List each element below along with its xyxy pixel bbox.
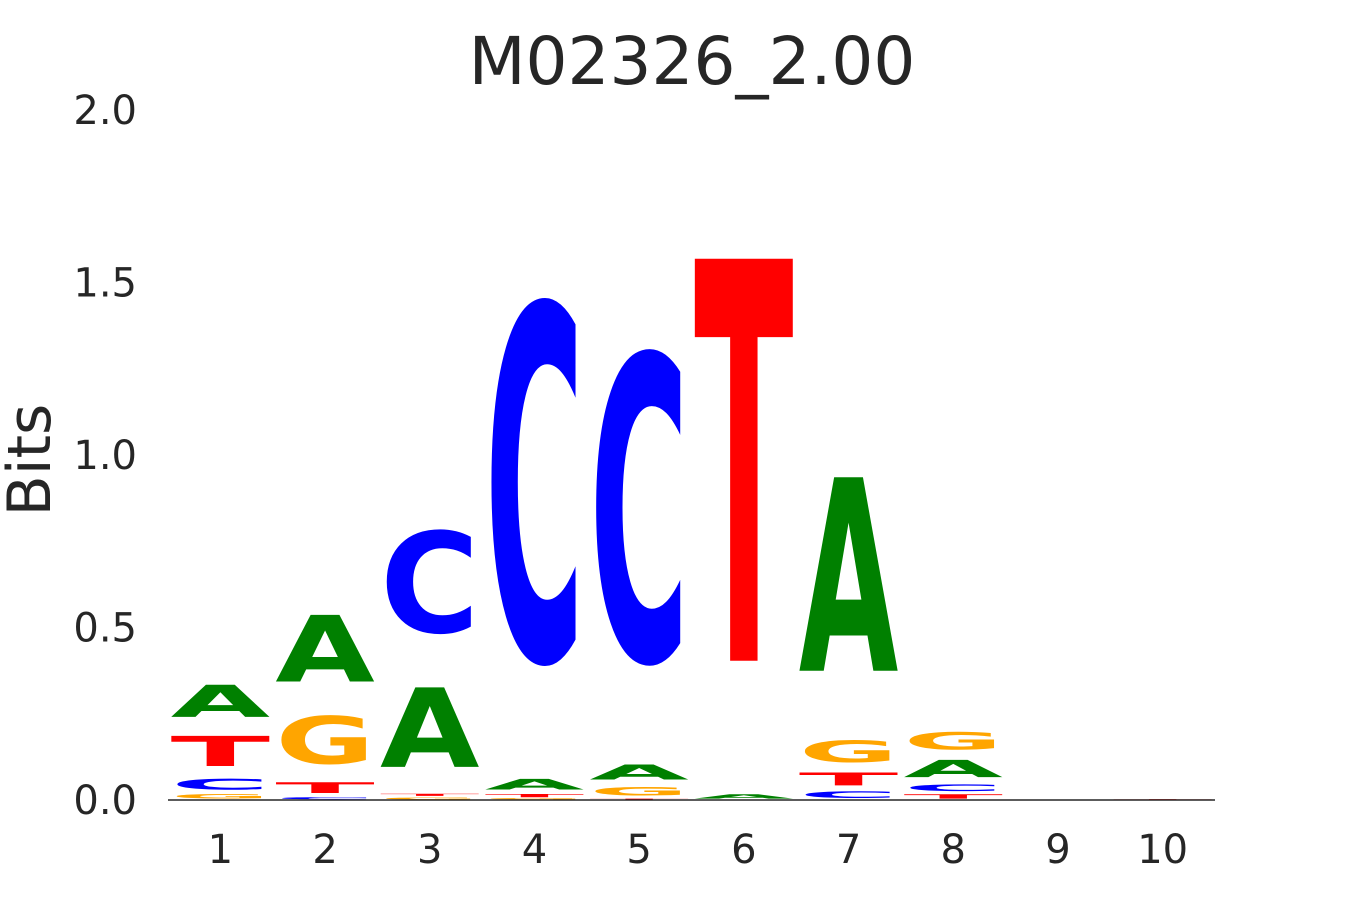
x-tick-label: 4 (522, 827, 547, 873)
logo-letter-c: C (380, 505, 479, 666)
y-axis-ticks: 0.0 0.5 1.0 1.5 2.0 (73, 88, 137, 824)
logo-letter-t: T (380, 793, 479, 796)
logo-letter-t: T (904, 793, 1003, 800)
y-axis-label: Bits (0, 404, 65, 517)
x-tick-label: 10 (1137, 827, 1188, 873)
logo-letters: GCTACTGAGTACGTACTGACATCTGATCAGT (171, 151, 1213, 800)
logo-letter-g: G (799, 734, 898, 768)
x-tick-label: 7 (836, 827, 861, 873)
y-tick-label: 0.0 (73, 778, 137, 824)
logo-letter-c: C (799, 790, 898, 800)
logo-letter-g: G (275, 704, 374, 779)
chart-title: M02326_2.00 (469, 23, 916, 100)
logo-letter-t: T (589, 798, 688, 800)
logo-letter-t: T (171, 728, 270, 776)
logo-letter-a: A (799, 425, 898, 734)
logo-letter-g: G (171, 793, 270, 800)
logo-letter-t: T (694, 151, 794, 792)
x-tick-label: 9 (1045, 827, 1070, 873)
logo-letter-t: T (275, 779, 375, 796)
logo-letter-a: A (904, 755, 1004, 783)
x-tick-label: 8 (941, 827, 966, 873)
y-tick-label: 2.0 (73, 88, 137, 134)
logo-letter-c: C (589, 272, 688, 759)
x-tick-label: 6 (731, 827, 756, 873)
y-tick-label: 1.0 (73, 433, 137, 479)
logo-letter-a: A (694, 793, 793, 800)
logo-letter-a: A (485, 776, 585, 793)
logo-letter-c: C (904, 783, 1003, 793)
x-axis-ticks: 1 2 3 4 5 6 7 8 9 10 (208, 827, 1188, 873)
logo-letter-g: G (904, 728, 1003, 756)
logo-letter-t: T (799, 769, 899, 789)
logo-letter-a: A (380, 666, 479, 793)
logo-letter-a: A (589, 760, 688, 784)
x-tick-label: 5 (626, 827, 651, 873)
x-tick-label: 1 (208, 827, 233, 873)
logo-letter-c: C (171, 776, 270, 793)
logo-letter-a: A (275, 598, 374, 704)
logo-letter-c: C (485, 210, 584, 775)
logo-letter-g: G (380, 797, 479, 800)
y-tick-label: 1.5 (73, 261, 137, 307)
logo-letter-t: T (485, 793, 584, 798)
logo-letter-a: A (171, 676, 270, 728)
logo-letter-c: C (275, 797, 374, 800)
logo-letter-g: G (589, 785, 688, 799)
x-tick-label: 3 (417, 827, 442, 873)
x-tick-label: 2 (312, 827, 337, 873)
logo-letter-g: G (485, 798, 584, 800)
y-tick-label: 0.5 (73, 606, 137, 652)
